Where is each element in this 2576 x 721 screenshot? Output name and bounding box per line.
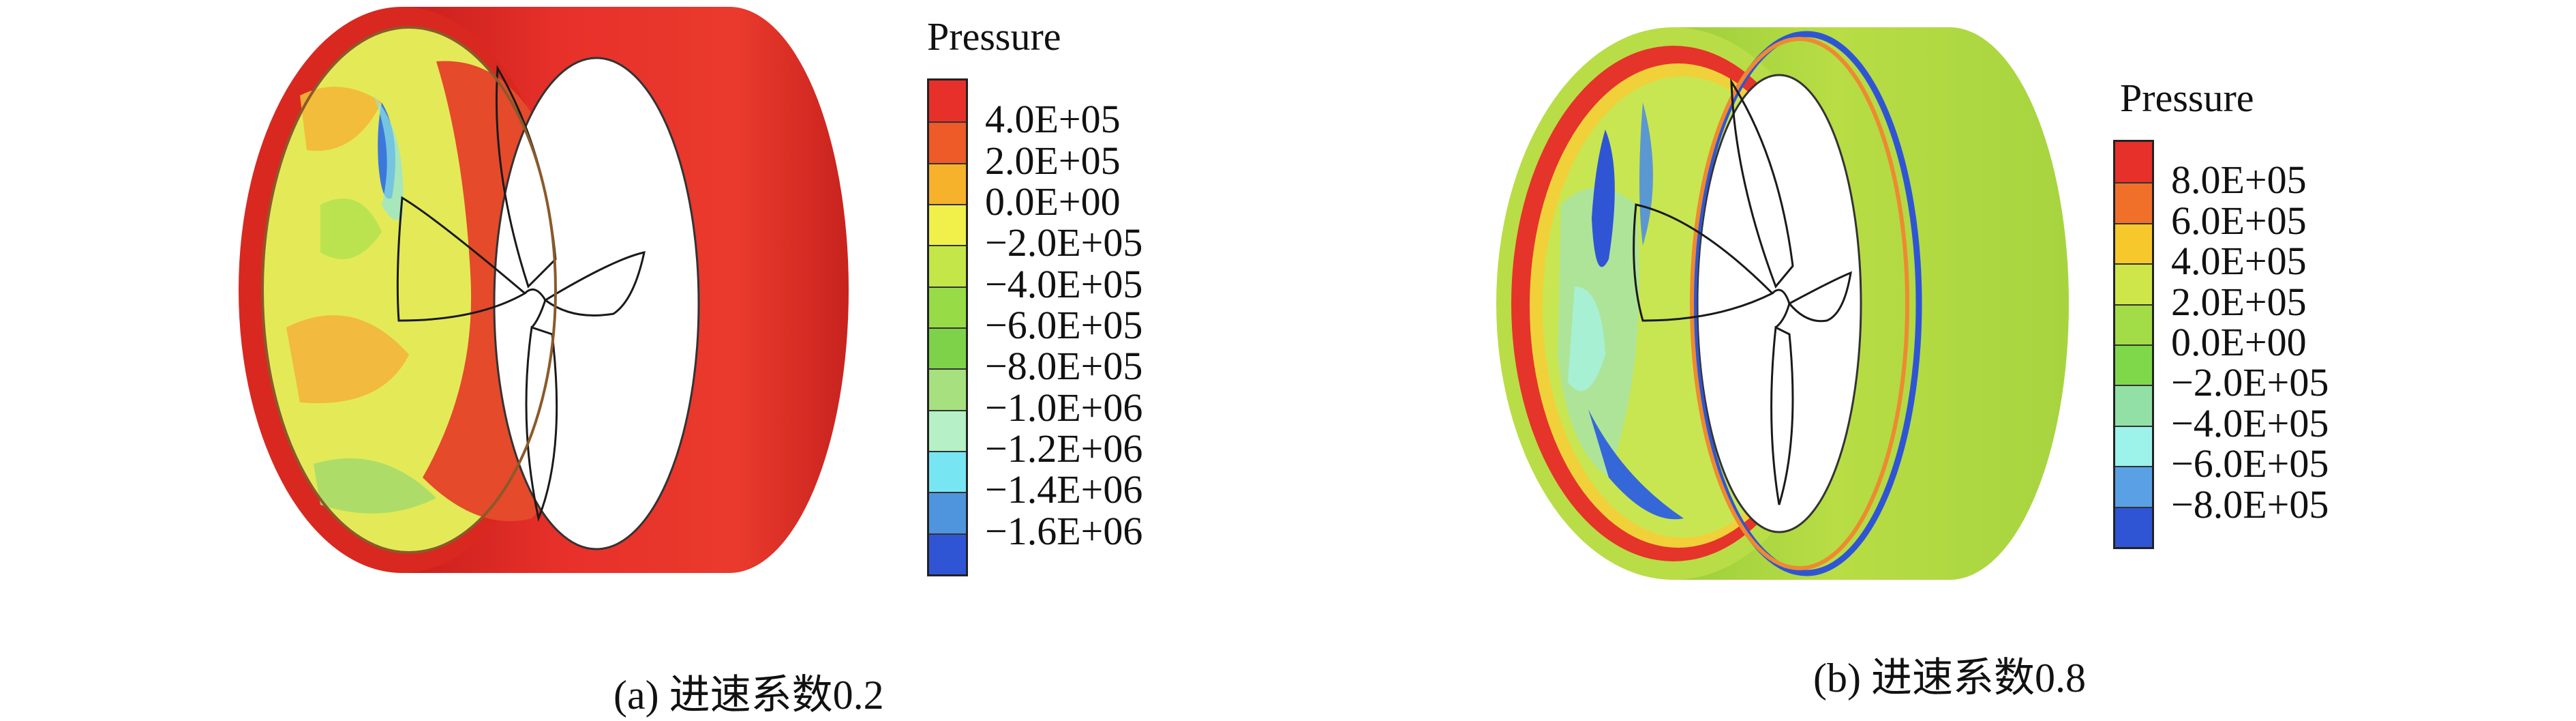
colorbar-legend-b: Pressure 8.0E+05 6.0E+05 4.0E+05 2.0E+05 0.0… xyxy=(2113,0,2386,593)
blade-outline-a4 xyxy=(525,326,558,523)
colorbar-tick-labels-b: 8.0E+05 6.0E+05 4.0E+05 2.0E+05 0.0E+00 −2.0E… xyxy=(2171,140,2389,549)
hub-outline-a xyxy=(524,288,547,329)
colorbar-swatch xyxy=(2115,425,2152,467)
colorbar-swatch xyxy=(929,121,966,163)
colorbar-swatch xyxy=(2115,142,2152,183)
duct-back-opening-a xyxy=(493,57,700,550)
colorbar-swatch xyxy=(929,286,966,327)
blade-outline-b3 xyxy=(1787,271,1852,323)
colorbar-swatch xyxy=(2115,263,2152,304)
pressure-patch-blue-b3 xyxy=(1588,409,1684,520)
blade-outline-b4 xyxy=(1770,325,1794,505)
pressure-patch-blue-b2 xyxy=(1639,102,1653,246)
caption-panel-b: (b) 进速系数0.8 xyxy=(1813,656,2086,701)
pressure-patch-orange-a2 xyxy=(286,315,409,404)
colorbar-tick-label: −6.0E+05 xyxy=(2171,441,2329,486)
colorbar-tick-label: 4.0E+05 xyxy=(985,97,1121,142)
duct-rim-edge-a xyxy=(261,26,557,554)
colorbar-tick-label: 2.0E+05 xyxy=(985,138,1121,183)
colorbar-swatch xyxy=(2115,304,2152,344)
colorbar-tick-label: −8.0E+05 xyxy=(2171,482,2329,527)
colorbar-tick-label: 0.0E+00 xyxy=(2171,320,2307,364)
colorbar-swatch xyxy=(929,492,966,533)
colorbar-swatch xyxy=(929,450,966,492)
colorbar-swatch xyxy=(929,245,966,286)
colorbar-swatch xyxy=(929,533,966,574)
colorbar-tick-label: −4.0E+05 xyxy=(2171,400,2329,445)
colorbar-swatch xyxy=(2115,344,2152,385)
colorbar-swatch xyxy=(929,203,966,246)
pressure-patch-blue-b1 xyxy=(1592,130,1615,267)
colorbar-tick-label: 6.0E+05 xyxy=(2171,198,2307,243)
colorbar-swatch xyxy=(929,162,966,204)
colorbar-tick-label: −6.0E+05 xyxy=(985,303,1143,347)
colorbar-tick-label: −8.0E+05 xyxy=(985,344,1143,389)
propeller-blades-b xyxy=(1633,78,1852,505)
colorbar-tick-label: −2.0E+05 xyxy=(2171,360,2329,405)
blade-outline-b2 xyxy=(1633,203,1774,322)
colorbar-tick-labels-a: 4.0E+05 2.0E+05 0.0E+00 −2.0E+05 −4.0E+05 −6.… xyxy=(985,78,1203,576)
colorbar-tick-label: 2.0E+05 xyxy=(2171,279,2307,324)
duct-render-a xyxy=(239,7,849,573)
colorbar-legend-a: Pressure 4.0E+05 2.0E+05 0.0E+00 −2.0E+05 −4… xyxy=(927,0,1200,593)
colorbar-swatch xyxy=(929,80,966,122)
pressure-patch-green-a2 xyxy=(314,458,436,514)
duct-back-opening-b xyxy=(1696,74,1862,533)
colorbar-swatch xyxy=(2115,385,2152,426)
pressure-patch-orange-a1 xyxy=(300,87,382,151)
colorbar-tick-label: −4.0E+05 xyxy=(985,261,1143,306)
duct-render-b xyxy=(1496,27,2069,580)
colorbar-tick-label: 8.0E+05 xyxy=(2171,158,2307,203)
colorbar-tick-label: −1.6E+06 xyxy=(985,508,1143,553)
blade-outline-a3 xyxy=(543,251,646,317)
colorbar-swatch xyxy=(2115,222,2152,264)
blade-outline-b1 xyxy=(1730,78,1794,289)
colorbar-swatch xyxy=(929,327,966,369)
colorbar-tick-label: −1.0E+06 xyxy=(985,385,1143,430)
rim-ring-orange-b xyxy=(1690,37,1909,570)
pressure-patch-cyan-a xyxy=(374,95,404,220)
caption-panel-a: (a) 进速系数0.2 xyxy=(613,673,884,718)
colorbar-swatches-a xyxy=(927,78,968,576)
colorbar-tick-label: 0.0E+00 xyxy=(985,179,1121,224)
colorbar-tick-label: 4.0E+05 xyxy=(2171,239,2307,284)
legend-title-a: Pressure xyxy=(927,14,1061,59)
colorbar-tick-label: −1.4E+06 xyxy=(985,467,1143,512)
colorbar-tick-label: −2.0E+05 xyxy=(985,220,1143,265)
colorbar-swatch xyxy=(2115,182,2152,223)
colorbar-swatches-b xyxy=(2113,140,2154,549)
pressure-patch-cyan-b xyxy=(1568,286,1605,392)
pressure-patch-green-a1 xyxy=(320,198,382,259)
hub-outline-b xyxy=(1771,289,1791,329)
colorbar-swatch xyxy=(2115,506,2152,547)
blade-outline-a2 xyxy=(396,196,527,322)
colorbar-swatch xyxy=(929,409,966,451)
legend-title-b: Pressure xyxy=(2120,76,2254,120)
colorbar-swatch xyxy=(929,368,966,410)
colorbar-swatch xyxy=(2115,466,2152,507)
colorbar-tick-label: −1.2E+06 xyxy=(985,426,1143,471)
